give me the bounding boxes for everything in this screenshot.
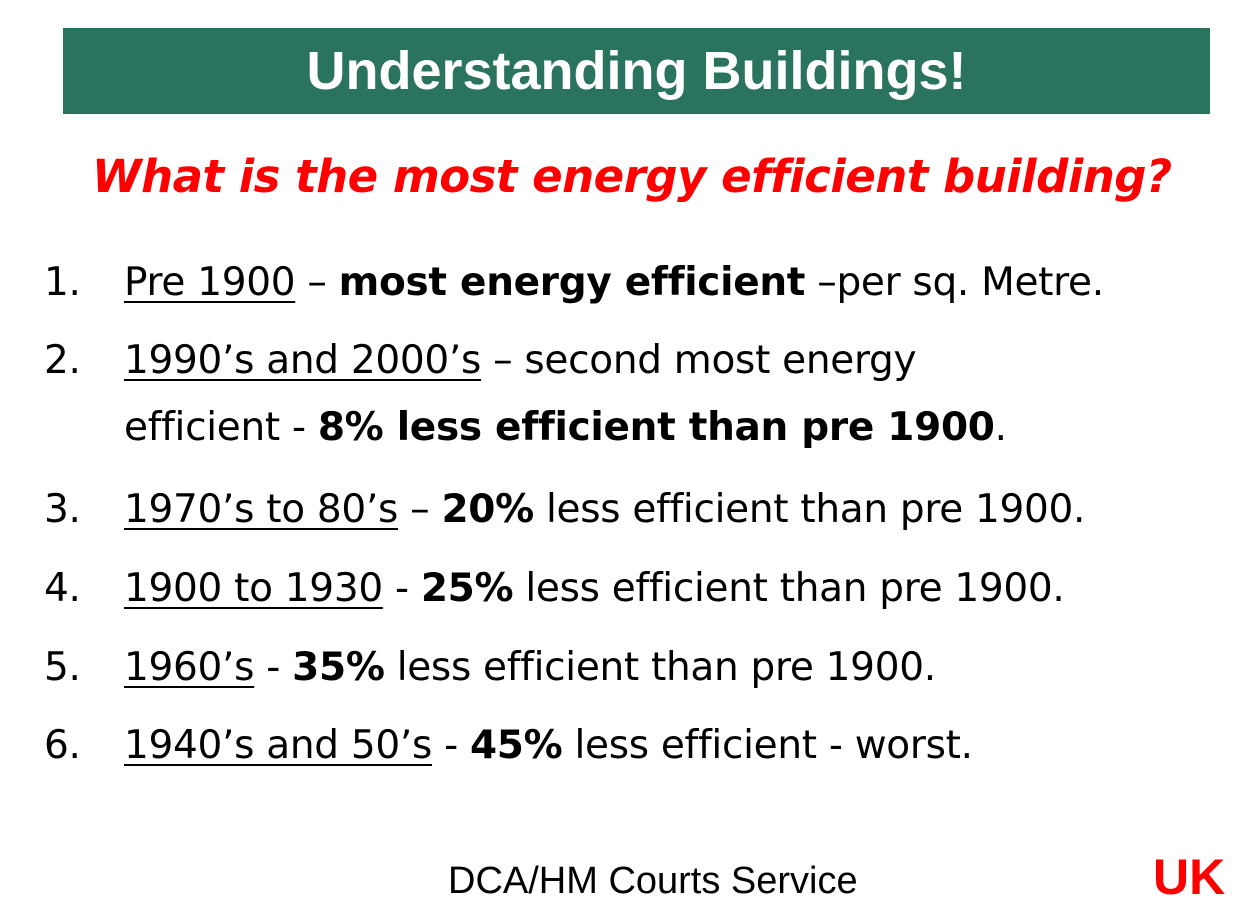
item-text: –per sq. Metre. <box>805 260 1104 305</box>
item-number: 5. <box>44 645 81 690</box>
item-sep: - <box>382 566 421 611</box>
item-emphasis: 20% <box>441 487 534 532</box>
country-label: UK <box>1153 849 1226 905</box>
question-heading: What is the most energy efficient buildi… <box>92 150 1172 203</box>
item-sep: – <box>295 260 339 305</box>
slide-title: Understanding Buildings! <box>63 28 1210 114</box>
item-emphasis: most energy efficient <box>338 260 806 305</box>
item-period: 1960’s <box>124 645 255 690</box>
item-emphasis: 35% <box>292 645 385 690</box>
item-text: less efficient than pre 1900. <box>513 566 1065 611</box>
item-sep: - <box>431 723 470 768</box>
item-number: 3. <box>44 487 81 532</box>
item-emphasis: 25% <box>420 566 514 611</box>
footer-source: DCA/HM Courts Service <box>448 860 858 902</box>
item-sep: – <box>398 487 442 532</box>
item-text: less efficient than pre 1900. <box>533 487 1086 532</box>
item-period: 1900 to 1930 <box>124 566 383 611</box>
item-period: Pre 1900 <box>124 260 296 305</box>
item-sep: - <box>254 645 293 690</box>
item-emphasis: 45% <box>469 723 563 768</box>
item-emphasis: 8% less efficient than pre 1900 <box>317 405 995 450</box>
item-period: 1940’s and 50’s <box>124 723 432 768</box>
item-period: 1970’s to 80’s <box>124 487 399 532</box>
item-number: 1. <box>44 260 81 305</box>
item-text: – second most energy <box>481 338 917 383</box>
item-number: 2. <box>44 338 81 383</box>
item-text: efficient - <box>124 405 318 450</box>
item-text: less efficient than pre 1900. <box>384 645 936 690</box>
item-text: less efficient - worst. <box>562 723 974 768</box>
item-period: 1990’s and 2000’s <box>124 338 482 383</box>
item-number: 4. <box>44 566 81 611</box>
item-number: 6. <box>44 723 81 768</box>
item-text: . <box>994 405 1007 450</box>
